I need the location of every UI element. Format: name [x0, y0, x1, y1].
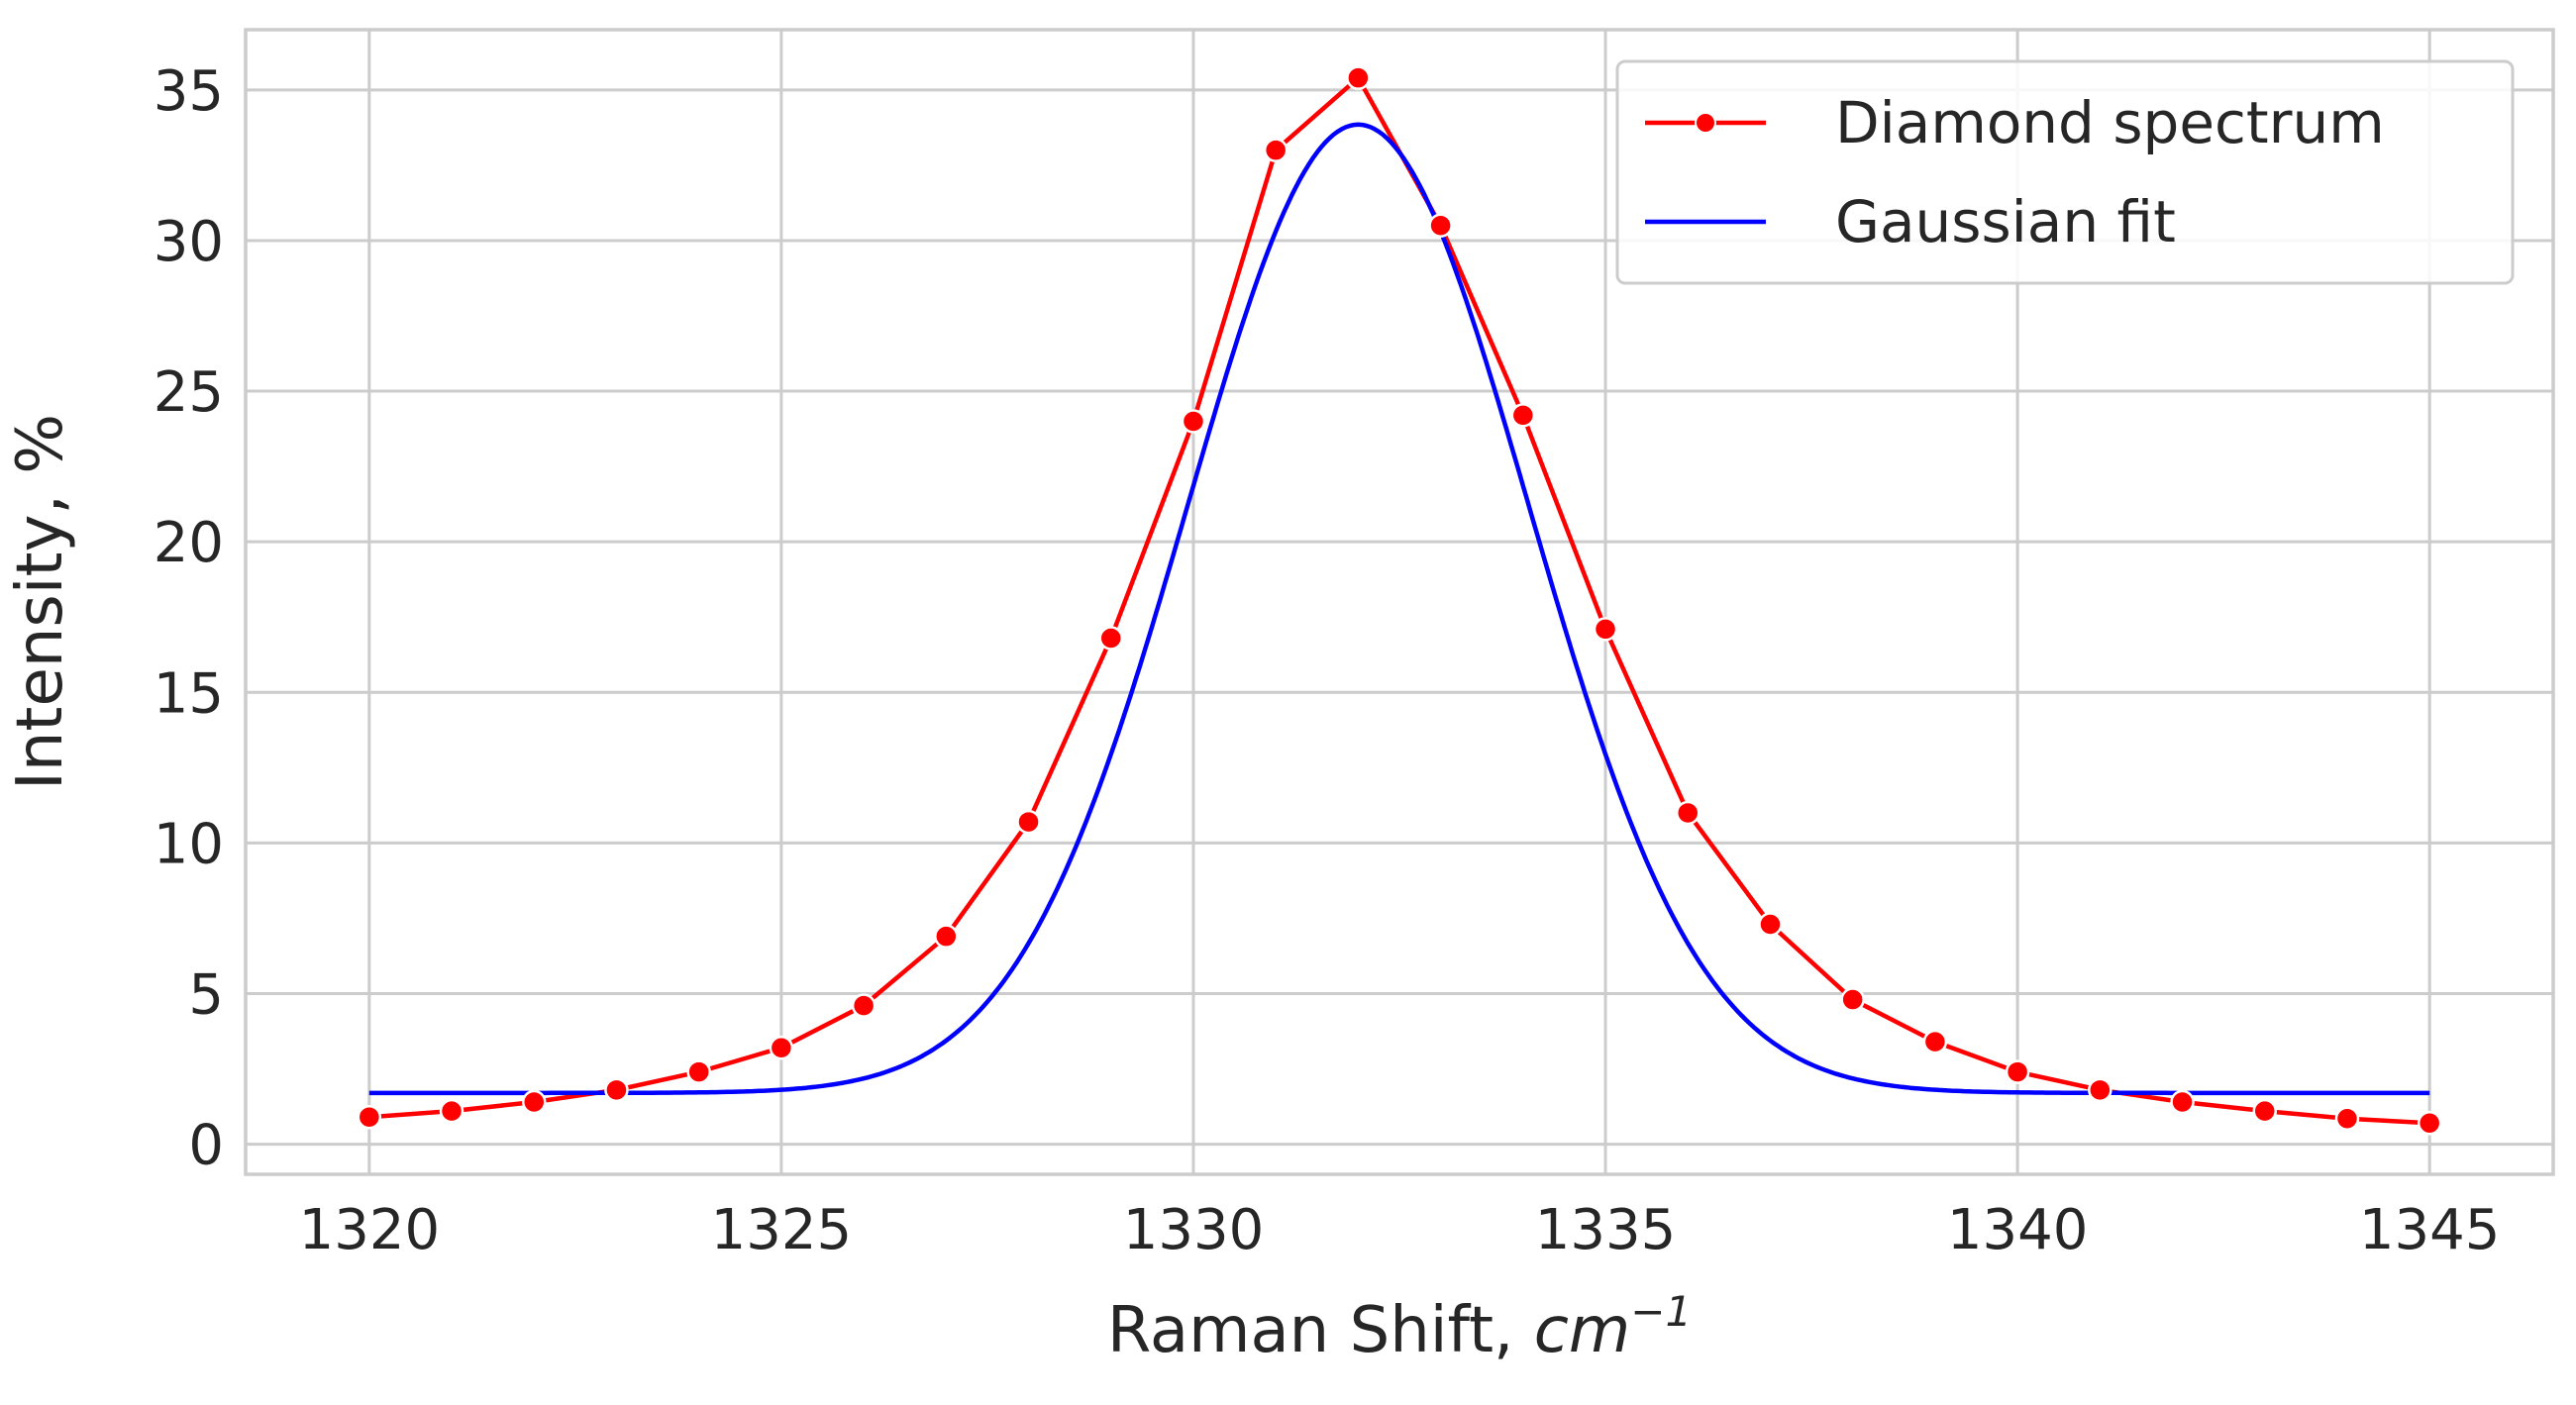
diamond-spectrum-point [934, 924, 959, 949]
diamond-spectrum-point [1098, 626, 1123, 651]
x-axis-label: Raman Shift, cm−1 [1107, 1287, 1692, 1367]
diamond-spectrum-point [604, 1077, 629, 1103]
y-tick-label: 10 [154, 812, 224, 876]
diamond-spectrum-point [2088, 1077, 2112, 1103]
diamond-spectrum-point [1016, 809, 1041, 835]
diamond-spectrum-point [851, 993, 876, 1018]
legend-label-diamond-spectrum: Diamond spectrum [1835, 89, 2385, 156]
diamond-spectrum-point [1758, 912, 1783, 937]
diamond-spectrum-point [2334, 1106, 2360, 1131]
grid-lines [246, 30, 2553, 1174]
x-tick-label: 1320 [299, 1198, 441, 1262]
y-tick-label: 5 [188, 962, 224, 1027]
diamond-spectrum-point [1922, 1029, 1948, 1054]
legend-box [1615, 59, 2515, 285]
diamond-spectrum-point [1676, 800, 1700, 826]
y-tick-label: 0 [188, 1114, 224, 1178]
diamond-spectrum-point [2005, 1059, 2030, 1084]
diamond-spectrum-point [1510, 403, 1536, 428]
x-tick-label: 1345 [2359, 1198, 2501, 1262]
diamond-spectrum-point [1840, 987, 1865, 1012]
diamond-spectrum-point [1428, 213, 1453, 238]
legend: Diamond spectrum Gaussian fit [1615, 59, 2515, 285]
x-tick-label: 1340 [1947, 1198, 2089, 1262]
diamond-spectrum-point [769, 1035, 794, 1060]
gaussian-fit-line [368, 122, 2430, 1096]
y-tick-label: 20 [154, 511, 224, 575]
x-tick-label: 1335 [1535, 1198, 1677, 1262]
y-axis-label: Intensity, % [4, 414, 77, 790]
x-axis-label-unit: cm [1534, 1294, 1631, 1367]
tick-labels: 1320 1325 1330 1335 1340 1345 0 5 10 15 20 25 30 35 [154, 59, 2501, 1262]
diamond-spectrum-point [686, 1059, 711, 1084]
y-tick-label: 25 [154, 360, 224, 425]
x-axis-label-exponent: −1 [1630, 1287, 1692, 1336]
diamond-spectrum-point [1593, 617, 1618, 642]
diamond-spectrum-point [1181, 409, 1206, 434]
diamond-spectrum-point [2170, 1089, 2195, 1115]
diamond-spectrum-point [357, 1104, 382, 1130]
diamond-spectrum-point [2252, 1098, 2277, 1124]
diamond-spectrum-point [1346, 65, 1371, 90]
x-tick-label: 1330 [1123, 1198, 1265, 1262]
diamond-spectrum-point [522, 1089, 547, 1115]
y-tick-label: 35 [154, 59, 224, 124]
legend-marker-diamond-spectrum [1695, 112, 1716, 134]
plot-frame [244, 28, 2555, 1176]
x-axis-label-text: Raman Shift, [1107, 1294, 1534, 1367]
diamond-spectrum-point [439, 1098, 464, 1124]
diamond-spectrum-point [1263, 138, 1288, 162]
diamond-spectrum-point [2417, 1111, 2442, 1136]
y-tick-label: 15 [154, 661, 224, 726]
legend-label-gaussian-fit: Gaussian fit [1835, 188, 2176, 255]
y-tick-label: 30 [154, 210, 224, 274]
x-tick-label: 1325 [711, 1198, 853, 1262]
plot-series [357, 65, 2442, 1136]
